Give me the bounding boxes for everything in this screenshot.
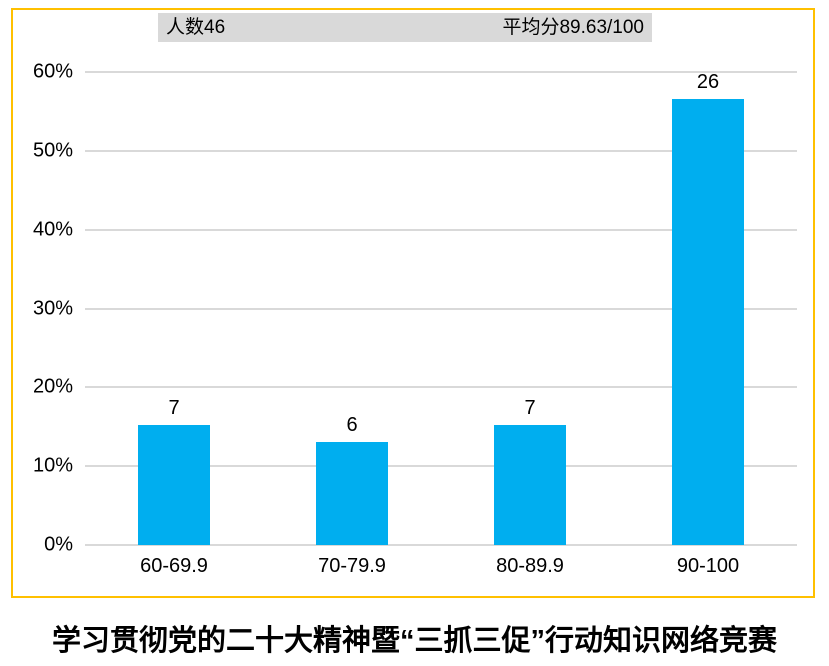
- average-score-label: 平均分89.63/100: [502, 17, 644, 38]
- bar-70-79.9: [316, 442, 388, 545]
- bar-90-100: [672, 99, 744, 545]
- people-count-label: 人数46: [166, 17, 226, 38]
- x-axis-category-label: 70-79.9: [318, 555, 386, 577]
- y-axis-tick-label: 50%: [32, 139, 73, 162]
- gridline: [85, 149, 797, 152]
- y-axis-tick-label: 0%: [44, 533, 73, 556]
- y-axis-tick-label: 10%: [32, 454, 73, 477]
- gridline: [85, 307, 797, 310]
- x-axis-category-label: 60-69.9: [140, 555, 208, 577]
- gridline: [85, 228, 797, 231]
- y-axis-tick-label: 60%: [32, 60, 73, 83]
- gridline: [85, 465, 797, 468]
- x-axis-category-label: 80-89.9: [496, 555, 564, 577]
- chart-frame: 人数46 平均分89.63/100 0% 10% 20% 30% 40% 50% 60% 7 6…: [11, 8, 815, 598]
- x-axis-category-label: 90-100: [676, 555, 740, 577]
- gridline: [85, 386, 797, 389]
- y-axis-tick-label: 40%: [32, 218, 73, 241]
- bar-value-label: 6: [346, 414, 358, 437]
- gridline: [85, 71, 797, 73]
- gridline: [85, 544, 797, 546]
- bar-value-label: 7: [524, 397, 536, 420]
- bar-value-label: 26: [696, 71, 720, 94]
- annotation-strip: 人数46 平均分89.63/100: [158, 13, 652, 42]
- chart-title: 学习贯彻党的二十大精神暨“三抓三促”行动知识网络竞赛: [51, 625, 777, 657]
- y-axis-tick-label: 30%: [32, 297, 73, 319]
- bar-60-69.9: [138, 425, 210, 545]
- plot-area: 0% 10% 20% 30% 40% 50% 60% 7 60-69.9 6 70-79.9 7 80-…: [33, 61, 797, 577]
- y-axis-tick-label: 20%: [32, 375, 73, 398]
- bar-value-label: 7: [168, 397, 180, 420]
- bar-80-89.9: [494, 425, 566, 545]
